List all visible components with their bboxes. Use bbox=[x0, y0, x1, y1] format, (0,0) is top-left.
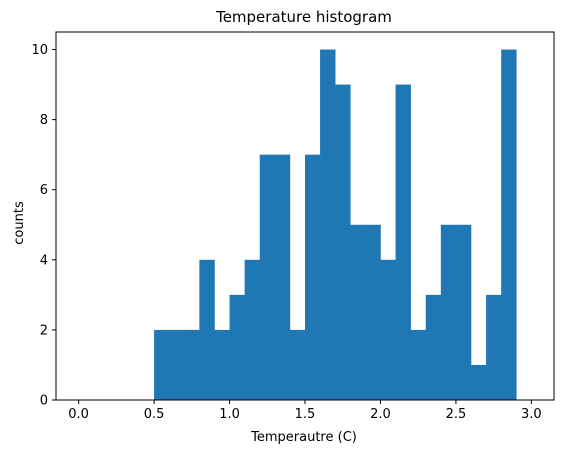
histogram-bar-4 bbox=[214, 329, 230, 400]
y-tick-label: 8 bbox=[40, 113, 48, 128]
y-axis-label: counts bbox=[12, 201, 27, 245]
histogram-bar-8 bbox=[274, 154, 291, 400]
chart-title: Temperature histogram bbox=[215, 8, 392, 26]
histogram-bar-21 bbox=[471, 364, 487, 400]
histogram-bar-13 bbox=[350, 224, 366, 400]
x-axis-ticks: 0.0 0.5 1.0 1.5 2.0 2.5 3.0 bbox=[68, 400, 542, 422]
histogram-bar-17 bbox=[410, 329, 427, 400]
histogram-bar-10 bbox=[305, 154, 321, 400]
histogram-bar-5 bbox=[229, 294, 245, 400]
x-tick-label: 1.5 bbox=[295, 407, 316, 422]
histogram-bar-15 bbox=[380, 259, 396, 400]
x-tick-label: 2.0 bbox=[370, 407, 391, 422]
y-tick-label: 0 bbox=[40, 394, 48, 409]
histogram-bar-23 bbox=[501, 49, 517, 401]
x-tick-label: 3.0 bbox=[521, 407, 542, 422]
histogram-bar-3 bbox=[199, 259, 215, 400]
histogram-bar-19 bbox=[440, 224, 457, 400]
histogram-bar-14 bbox=[365, 224, 381, 400]
histogram-bar-1 bbox=[169, 329, 185, 400]
histogram-bar-16 bbox=[395, 84, 411, 401]
histogram-bar-9 bbox=[289, 329, 306, 400]
histogram-bar-20 bbox=[455, 224, 472, 400]
y-tick-label: 6 bbox=[40, 183, 48, 198]
y-tick-label: 2 bbox=[40, 323, 48, 338]
bars-group bbox=[154, 49, 517, 401]
y-tick-label: 10 bbox=[31, 43, 48, 58]
x-tick-label: 0.0 bbox=[68, 407, 89, 422]
plot-frame bbox=[55, 31, 555, 401]
y-tick-label: 4 bbox=[40, 253, 48, 268]
histogram-bar-7 bbox=[259, 154, 276, 400]
x-axis-label: Temperautre (C) bbox=[250, 430, 357, 445]
histogram-bar-11 bbox=[320, 49, 336, 401]
histogram-bar-2 bbox=[184, 329, 200, 400]
x-tick-label: 0.5 bbox=[144, 407, 165, 422]
histogram-bar-6 bbox=[244, 259, 261, 400]
histogram-bar-18 bbox=[425, 294, 442, 400]
histogram-bar-12 bbox=[335, 84, 351, 401]
histogram-bar-0 bbox=[154, 329, 170, 400]
x-tick-label: 2.5 bbox=[446, 407, 467, 422]
x-tick-label: 1.0 bbox=[219, 407, 240, 422]
histogram-bar-22 bbox=[486, 294, 502, 400]
y-axis-ticks: 0 2 4 6 8 10 bbox=[31, 43, 56, 409]
